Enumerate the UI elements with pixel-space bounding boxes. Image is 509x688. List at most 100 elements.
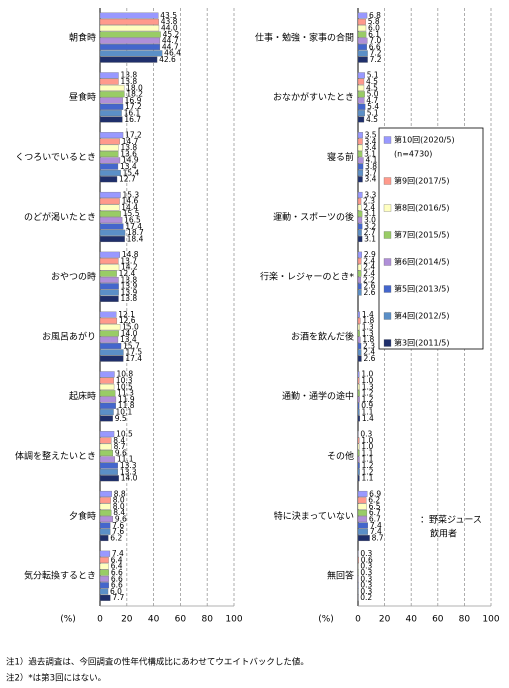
value-label: 13.4 xyxy=(120,335,137,344)
value-label: 45.2 xyxy=(163,30,180,39)
bar xyxy=(99,270,117,277)
value-label: 10.3 xyxy=(116,376,133,385)
value-label: 15.0 xyxy=(122,322,139,331)
x-tick-label: 40 xyxy=(148,615,160,625)
bar xyxy=(99,462,118,469)
value-label: 3.4 xyxy=(365,175,377,184)
category-label: 起床時 xyxy=(69,390,96,402)
value-label: 7.4 xyxy=(112,549,124,558)
bar xyxy=(357,270,362,277)
annotation: ：野菜ジュース xyxy=(420,514,482,526)
x-tick-label: 80 xyxy=(201,615,213,625)
legend-label: 第4回(2012/5) xyxy=(394,311,449,321)
value-label: 6.6 xyxy=(111,568,123,577)
category-label: 行楽・レジャーのとき* xyxy=(260,271,355,283)
bar xyxy=(99,396,117,403)
value-label: 1.8 xyxy=(362,335,374,344)
value-label: 14.9 xyxy=(122,156,139,165)
value-label: 6.4 xyxy=(111,562,123,571)
legend-label: 第3回(2011/5) xyxy=(394,338,449,348)
value-label: 5.1 xyxy=(367,71,379,80)
value-label: 6.5 xyxy=(369,502,381,511)
value-label: 6.2 xyxy=(368,496,380,505)
legend-label: 第5回(2013/5) xyxy=(394,284,449,294)
x-tick-label: 20 xyxy=(379,615,391,625)
bar xyxy=(99,343,122,350)
value-label: 2.4 xyxy=(363,256,375,265)
category-label: 無回答 xyxy=(327,570,354,582)
value-label: 7.6 xyxy=(112,527,124,536)
bar xyxy=(357,349,362,356)
value-label: 8.0 xyxy=(113,496,125,505)
legend-note: (n=4730) xyxy=(394,150,432,159)
legend-swatch xyxy=(383,136,392,144)
bar xyxy=(99,490,112,497)
value-label: 0.9 xyxy=(361,401,373,410)
x-tick-label: 0 xyxy=(97,615,103,625)
bar xyxy=(99,336,119,343)
bar xyxy=(357,18,366,25)
value-label: 6.0 xyxy=(110,587,122,596)
value-label: 16.7 xyxy=(124,115,141,124)
value-label: 1.2 xyxy=(362,395,374,404)
bar xyxy=(99,557,109,564)
value-label: 1.1 xyxy=(361,474,373,483)
bar xyxy=(99,236,125,243)
value-label: 18.2 xyxy=(126,90,143,99)
value-label: 15.4 xyxy=(123,168,140,177)
value-label: 43.5 xyxy=(160,11,177,20)
value-label: 6.7 xyxy=(369,508,381,517)
bar xyxy=(357,371,360,378)
value-label: 13.9 xyxy=(121,288,138,297)
value-label: 8.0 xyxy=(113,502,125,511)
bar xyxy=(357,204,362,211)
bar xyxy=(357,535,370,542)
bar xyxy=(99,176,118,183)
bar xyxy=(357,50,368,57)
category-label: 運動・スポーツの後 xyxy=(273,211,354,223)
value-label: 3.1 xyxy=(364,149,376,158)
value-label: 9.6 xyxy=(115,514,127,523)
value-label: 14.8 xyxy=(122,250,139,259)
value-label: 0.3 xyxy=(360,429,372,438)
bar xyxy=(99,355,124,362)
legend-label: 第10回(2020/5) xyxy=(394,135,455,145)
value-label: 16.1 xyxy=(124,108,141,117)
bar xyxy=(99,528,111,535)
bar xyxy=(99,169,121,176)
value-label: 4.5 xyxy=(366,83,378,92)
bar xyxy=(99,377,114,384)
bar xyxy=(357,157,364,164)
bar xyxy=(357,415,361,422)
category-label: お酒を飲んだ後 xyxy=(291,330,354,342)
bar xyxy=(99,72,119,79)
bar xyxy=(99,12,159,19)
value-label: 18.4 xyxy=(127,234,144,243)
bar xyxy=(99,582,109,589)
value-label: 13.8 xyxy=(120,77,137,86)
category-label: 寝る前 xyxy=(327,151,354,163)
bar xyxy=(99,295,119,302)
value-label: 8.4 xyxy=(113,436,125,445)
value-label: 3.0 xyxy=(364,215,376,224)
bar xyxy=(357,97,365,104)
value-label: 8.4 xyxy=(113,508,125,517)
value-label: 3.7 xyxy=(365,168,377,177)
category-label: くつろいでいるとき xyxy=(15,152,96,163)
legend-label: 第6回(2014/5) xyxy=(394,257,449,267)
value-label: 1.3 xyxy=(362,382,374,391)
value-label: 0.3 xyxy=(360,587,372,596)
value-label: 17.5 xyxy=(125,348,142,357)
value-label: 1.2 xyxy=(362,467,374,476)
bar xyxy=(357,355,362,362)
bar xyxy=(357,264,362,271)
value-label: 13.4 xyxy=(120,162,137,171)
bar xyxy=(99,18,159,25)
value-label: 7.0 xyxy=(369,36,381,45)
value-label: 0.6 xyxy=(361,555,373,564)
value-label: 15.7 xyxy=(123,341,140,350)
value-label: 8.7 xyxy=(114,442,126,451)
bar xyxy=(357,475,360,482)
value-label: 0.3 xyxy=(360,549,372,558)
value-label: 13.9 xyxy=(121,282,138,291)
